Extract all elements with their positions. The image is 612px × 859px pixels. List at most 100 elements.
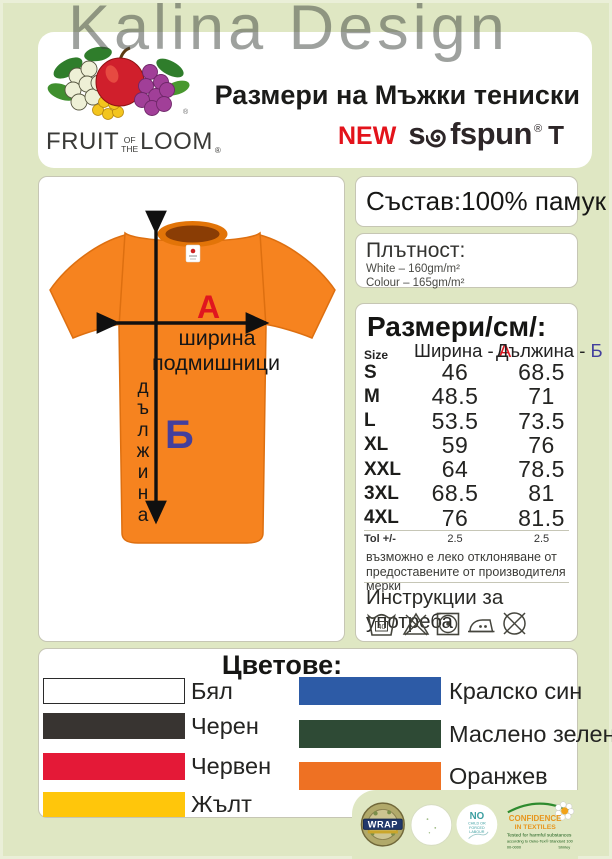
oeko-tex-logo-icon: CONFIDENCE IN TEXTILES Tested for harmfu… bbox=[507, 800, 575, 849]
color-label: Черен bbox=[191, 712, 259, 739]
header-panel: ® FRUIT OF THE LOOM ® Размери на Мъжки т… bbox=[38, 32, 592, 168]
fruit-of-the-loom-wordmark: FRUIT OF THE LOOM ® bbox=[46, 128, 246, 156]
size-cell: S bbox=[364, 361, 377, 383]
svg-text:WRAP: WRAP bbox=[368, 819, 398, 829]
svg-text:IN TEXTILES: IN TEXTILES bbox=[515, 823, 557, 830]
shirt-diagram-panel: А ширина подмишници Б д ъ л ж и н а bbox=[38, 176, 345, 642]
svg-text:NO: NO bbox=[470, 811, 485, 822]
color-label: Маслено зелен bbox=[449, 720, 612, 747]
size-table-row: S 46 68.5 bbox=[356, 359, 577, 385]
fotl-the: THE bbox=[121, 143, 139, 154]
color-swatch bbox=[43, 792, 185, 817]
length-cell: 71 bbox=[528, 383, 555, 410]
density-colour: Colour – 165gm/m² bbox=[366, 276, 465, 289]
tolerance-row: Tol +/- 2.5 2.5 bbox=[356, 533, 577, 545]
size-cell: XL bbox=[364, 434, 389, 456]
fotl-reg: ® bbox=[214, 146, 221, 155]
color-label: Бял bbox=[191, 677, 233, 704]
iron-icon bbox=[468, 618, 495, 632]
width-label-line2: подмишници bbox=[152, 351, 280, 375]
size-table-title: Размери/см/: bbox=[367, 311, 547, 342]
sofspun-wordmark: s fspun bbox=[408, 116, 532, 152]
certification-logos-area: WRAP NO CHILD OR FORCED LABOUR CONF bbox=[352, 790, 578, 859]
measure-letter-a: А bbox=[197, 289, 221, 325]
size-table-panel: Размери/см/: Size Ширина - А Дължина - Б… bbox=[355, 303, 603, 642]
fotl-of-the: OF THE bbox=[121, 136, 138, 153]
length-cell: 81 bbox=[528, 480, 555, 507]
fotl-loom: LOOM bbox=[140, 128, 213, 155]
size-table-rows: S 46 68.5 M 48.5 71 L 53.5 73.5 XL 59 76 XXL 64 78.5 3X… bbox=[356, 359, 577, 531]
sofspun-reg: ® bbox=[533, 123, 543, 135]
do-not-dryclean-icon bbox=[503, 612, 526, 635]
color-label: Оранжев bbox=[449, 762, 548, 789]
width-cell: 46 bbox=[441, 359, 469, 385]
svg-text:40: 40 bbox=[377, 622, 385, 631]
svg-text:FORCED: FORCED bbox=[470, 826, 486, 830]
width-cell: 48.5 bbox=[431, 383, 479, 410]
color-swatch bbox=[299, 762, 441, 790]
svg-text:®: ® bbox=[183, 108, 189, 116]
size-cell: XXL bbox=[364, 458, 401, 480]
svg-text:00-0000: 00-0000 bbox=[507, 844, 521, 849]
width-cell: 53.5 bbox=[431, 407, 479, 434]
tol-length: 2.5 bbox=[533, 533, 550, 545]
size-cell: 4XL bbox=[364, 507, 399, 529]
colors-title: Цветове: bbox=[221, 650, 343, 680]
length-cell: 73.5 bbox=[518, 407, 565, 434]
size-table-row: 4XL 76 81.5 bbox=[356, 504, 577, 531]
tumble-dry-icon bbox=[436, 612, 460, 635]
density-panel: Плътност: White – 160gm/m² Colour – 165g… bbox=[355, 233, 578, 289]
divider-above-tol bbox=[364, 530, 569, 531]
svg-text:Shirley: Shirley bbox=[559, 844, 571, 849]
watermark-text: Kalina Design bbox=[68, 0, 509, 63]
no-child-labour-icon: NO CHILD OR FORCED LABOUR bbox=[456, 804, 498, 845]
col-header-size: Size bbox=[364, 348, 389, 362]
size-table-row: XXL 64 78.5 bbox=[356, 456, 577, 483]
svg-text:LABOUR: LABOUR bbox=[470, 830, 486, 834]
color-swatch bbox=[43, 753, 185, 780]
col-header-length: Дължина - Б bbox=[496, 340, 603, 361]
color-swatch bbox=[299, 677, 441, 705]
color-swatch bbox=[43, 678, 185, 704]
fotl-of: OF bbox=[123, 135, 136, 145]
oeko-flower bbox=[555, 800, 575, 820]
width-cell: 68.5 bbox=[431, 480, 479, 507]
density-title: Плътност: bbox=[366, 239, 466, 262]
color-label: Червен bbox=[191, 753, 272, 779]
length-cell: 68.5 bbox=[518, 359, 565, 385]
col-header-width: Ширина - А bbox=[414, 340, 512, 361]
composition-text: Състав:100% памук bbox=[366, 186, 606, 216]
svg-text:CHILD OR: CHILD OR bbox=[469, 822, 487, 826]
width-cell: 76 bbox=[441, 504, 469, 531]
size-table-row: 3XL 68.5 81 bbox=[356, 480, 577, 507]
length-label-vertical: д ъ л ж и н а bbox=[136, 377, 150, 526]
spiral-o-icon bbox=[426, 129, 446, 147]
size-cell: L bbox=[364, 410, 376, 432]
composition-panel: Състав:100% памук bbox=[355, 176, 606, 227]
size-table-row: XL 59 76 bbox=[356, 432, 577, 458]
color-label: Жълт bbox=[191, 791, 252, 817]
fotl-fruit: FRUIT bbox=[46, 128, 120, 155]
do-not-bleach-icon bbox=[402, 612, 430, 636]
fruit-cluster-icon: ® bbox=[47, 46, 190, 120]
size-table-header: Size Ширина - А Дължина - Б bbox=[356, 340, 603, 362]
tol-label: Tol +/- bbox=[364, 533, 396, 545]
svg-text:Tested for harmful substances: Tested for harmful substances bbox=[507, 832, 572, 838]
color-swatch bbox=[43, 713, 185, 739]
length-cell: 81.5 bbox=[518, 504, 565, 531]
color-label: Кралско син bbox=[449, 677, 583, 704]
disclaimer-text: възможно е леко отклоняване от предостав… bbox=[366, 550, 573, 594]
col-length-letter: Б bbox=[590, 340, 603, 361]
size-cell: M bbox=[364, 385, 380, 407]
width-cell: 64 bbox=[441, 456, 469, 483]
sofspun-brand-row: NEW s fspun ® T bbox=[338, 116, 564, 152]
svg-text:according to Oeko-Tex® Standar: according to Oeko-Tex® Standard 100 bbox=[507, 838, 573, 843]
tol-width: 2.5 bbox=[447, 533, 463, 545]
density-white: White – 160gm/m² bbox=[366, 263, 460, 275]
new-label: NEW bbox=[338, 122, 397, 150]
col-width-letter: А bbox=[498, 340, 512, 361]
wrap-logo-icon: WRAP bbox=[360, 802, 405, 847]
fruit-of-the-loom-logo: ® bbox=[46, 40, 196, 133]
wash-40-icon: 40 bbox=[367, 613, 396, 636]
